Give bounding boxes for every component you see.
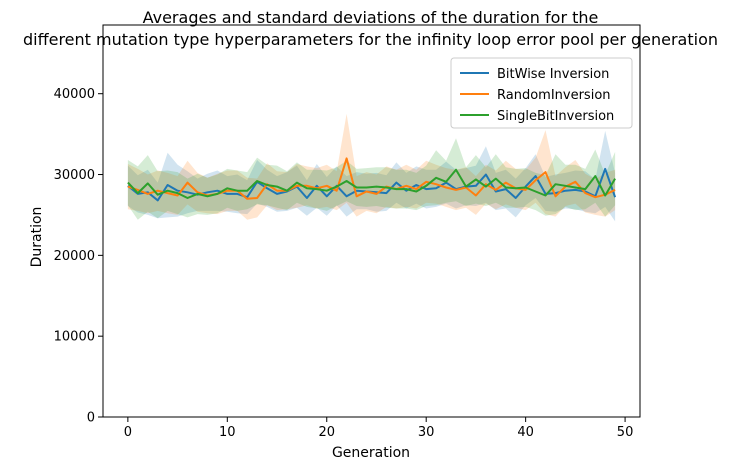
y-tick-label: 0	[87, 411, 95, 426]
x-tick-label: 10	[219, 425, 236, 440]
x-tick-label: 30	[418, 425, 435, 440]
chart-title-line-2: different mutation type hyperparameters …	[23, 30, 718, 49]
x-tick-label: 40	[517, 425, 534, 440]
x-tick-label: 50	[617, 425, 634, 440]
series-lines	[127, 157, 617, 202]
x-tick-label: 20	[318, 425, 335, 440]
x-tick-label: 0	[124, 425, 132, 440]
legend-label-1: RandomInversion	[497, 88, 611, 103]
plot-frame	[102, 24, 641, 418]
x-axis-ticks: 0 10 20 30 40 50	[124, 417, 634, 440]
y-tick-label: 20000	[54, 249, 95, 264]
series-line-2	[127, 168, 616, 199]
y-axis-ticks: 0 10000 20000 30000 40000	[54, 87, 103, 426]
y-tick-label: 10000	[54, 330, 95, 345]
legend-label-2: SingleBitInversion	[497, 109, 614, 124]
y-tick-label: 40000	[54, 87, 95, 102]
y-tick-label: 30000	[54, 168, 95, 183]
chart-title-line-1: Averages and standard deviations of the …	[143, 8, 599, 27]
legend: BitWise Inversion RandomInversion SingleBi…	[450, 57, 633, 129]
legend-label-0: BitWise Inversion	[497, 67, 609, 82]
y-axis-label: Duration	[29, 207, 45, 268]
legend-box	[450, 57, 633, 129]
std-bands	[127, 113, 616, 222]
x-axis-label: Generation	[332, 445, 410, 461]
